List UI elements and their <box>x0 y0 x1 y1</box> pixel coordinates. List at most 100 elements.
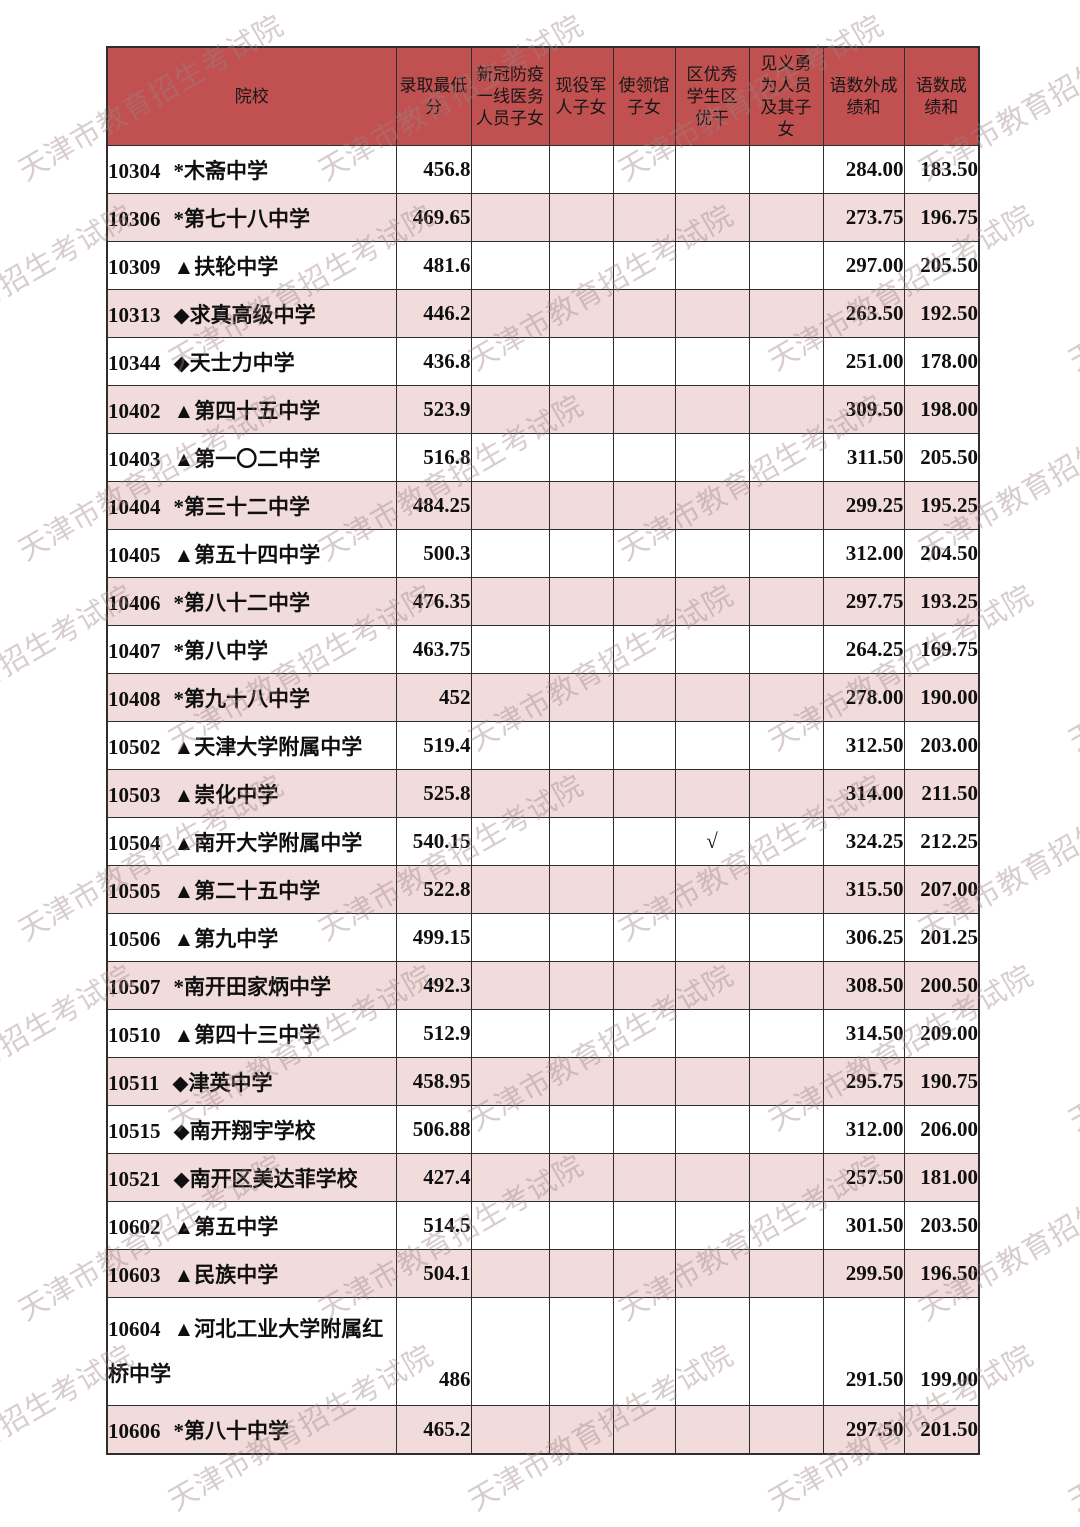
school-name: ▲民族中学 <box>173 1262 279 1287</box>
school-cell: 10510 ▲第四十三中学 <box>106 1009 397 1058</box>
min-score-cell: 463.75 <box>395 625 472 674</box>
covid-cell <box>470 1009 550 1058</box>
brave-cell <box>748 241 824 290</box>
school-cell: 10511 ◆津英中学 <box>106 1057 397 1106</box>
outstanding-cell <box>674 961 750 1010</box>
sum-cm-cell: 196.50 <box>903 1249 980 1298</box>
covid-cell <box>470 673 550 722</box>
school-cell: 10502 ▲天津大学附属中学 <box>106 721 397 770</box>
military-cell <box>548 673 614 722</box>
admission-score-table: 院校 录取最低分 新冠防疫一线医务人员子女 现役军人子女 使领馆子女 区优秀学生区优干 见义… <box>106 46 980 1455</box>
table-row: 10603 ▲民族中学 504.1 299.50 196.50 <box>106 1249 980 1298</box>
table-row: 10606 *第八十中学 465.2 297.50 201.50 <box>106 1405 980 1455</box>
outstanding-cell <box>674 1153 750 1202</box>
military-cell <box>548 289 614 338</box>
covid-cell <box>470 769 550 818</box>
military-cell <box>548 625 614 674</box>
covid-cell <box>470 1057 550 1106</box>
school-name: ▲第五十四中学 <box>173 542 321 567</box>
column-header-min_score: 录取最低分 <box>395 46 472 146</box>
brave-cell <box>748 145 824 194</box>
military-cell <box>548 1105 614 1154</box>
table-row: 10408 *第九十八中学 452 278.00 190.00 <box>106 673 980 722</box>
school-cell: 10403 ▲第一〇二中学 <box>106 433 397 482</box>
table-row: 10304 *木斋中学 456.8 284.00 183.50 <box>106 145 980 194</box>
military-cell <box>548 577 614 626</box>
sum-cme-cell: 297.00 <box>822 241 905 290</box>
sum-cme-cell: 324.25 <box>822 817 905 866</box>
outstanding-cell <box>674 529 750 578</box>
table-row: 10505 ▲第二十五中学 522.8 315.50 207.00 <box>106 865 980 914</box>
brave-cell <box>748 817 824 866</box>
school-name: ▲第四十五中学 <box>173 398 321 423</box>
school-name: *木斋中学 <box>173 158 269 183</box>
school-code: 10510 <box>108 1022 161 1047</box>
outstanding-cell <box>674 1249 750 1298</box>
brave-cell <box>748 577 824 626</box>
sum-cme-cell: 297.50 <box>822 1405 905 1455</box>
watermark-text: 天津市教育招生考试院 <box>1063 959 1080 1138</box>
embassy-cell <box>612 817 676 866</box>
sum-cm-cell: 183.50 <box>903 145 980 194</box>
school-code: 10603 <box>108 1262 161 1287</box>
sum-cme-cell: 315.50 <box>822 865 905 914</box>
school-code: 10306 <box>108 206 161 231</box>
embassy-cell <box>612 337 676 386</box>
covid-cell <box>470 433 550 482</box>
school-name: ▲天津大学附属中学 <box>173 734 363 759</box>
school-name: ▲第一〇二中学 <box>173 446 321 471</box>
table-row: 10604 ▲河北工业大学附属红桥中学 486 291.50 199.00 <box>106 1297 980 1406</box>
sum-cme-cell: 273.75 <box>822 193 905 242</box>
brave-cell <box>748 673 824 722</box>
table-row: 10507 *南开田家炳中学 492.3 308.50 200.50 <box>106 961 980 1010</box>
column-header-outstanding: 区优秀学生区优干 <box>674 46 750 146</box>
school-code: 10309 <box>108 254 161 279</box>
sum-cme-cell: 291.50 <box>822 1297 905 1406</box>
sum-cme-cell: 314.00 <box>822 769 905 818</box>
outstanding-cell <box>674 769 750 818</box>
sum-cme-cell: 301.50 <box>822 1201 905 1250</box>
min-score-cell: 446.2 <box>395 289 472 338</box>
outstanding-cell <box>674 145 750 194</box>
outstanding-cell <box>674 625 750 674</box>
school-name: *第八中学 <box>173 638 269 663</box>
school-name: *第三十二中学 <box>173 494 311 519</box>
sum-cm-cell: 198.00 <box>903 385 980 434</box>
table-row: 10504 ▲南开大学附属中学 540.15 √ 324.25 212.25 <box>106 817 980 866</box>
school-code: 10404 <box>108 494 161 519</box>
outstanding-cell <box>674 865 750 914</box>
min-score-cell: 465.2 <box>395 1405 472 1455</box>
min-score-cell: 481.6 <box>395 241 472 290</box>
min-score-cell: 476.35 <box>395 577 472 626</box>
outstanding-cell <box>674 241 750 290</box>
school-cell: 10507 *南开田家炳中学 <box>106 961 397 1010</box>
school-cell: 10505 ▲第二十五中学 <box>106 865 397 914</box>
military-cell <box>548 1009 614 1058</box>
covid-cell <box>470 385 550 434</box>
sum-cme-cell: 312.50 <box>822 721 905 770</box>
covid-cell <box>470 1297 550 1406</box>
school-code: 10304 <box>108 158 161 183</box>
military-cell <box>548 721 614 770</box>
sum-cme-cell: 251.00 <box>822 337 905 386</box>
school-cell: 10344 ◆天士力中学 <box>106 337 397 386</box>
military-cell <box>548 1249 614 1298</box>
military-cell <box>548 145 614 194</box>
embassy-cell <box>612 625 676 674</box>
school-cell: 10604 ▲河北工业大学附属红桥中学 <box>106 1297 397 1406</box>
school-name: ◆南开翔宇学校 <box>173 1118 316 1143</box>
embassy-cell <box>612 1105 676 1154</box>
military-cell <box>548 1405 614 1455</box>
min-score-cell: 427.4 <box>395 1153 472 1202</box>
covid-cell <box>470 817 550 866</box>
watermark-text: 天津市教育招生考试院 <box>1063 1339 1080 1518</box>
military-cell <box>548 1153 614 1202</box>
sum-cme-cell: 311.50 <box>822 433 905 482</box>
outstanding-cell <box>674 289 750 338</box>
outstanding-cell <box>674 1405 750 1455</box>
embassy-cell <box>612 1153 676 1202</box>
min-score-cell: 469.65 <box>395 193 472 242</box>
brave-cell <box>748 433 824 482</box>
covid-cell <box>470 529 550 578</box>
school-name: ▲河北工业大学附属红桥中学 <box>108 1316 384 1386</box>
